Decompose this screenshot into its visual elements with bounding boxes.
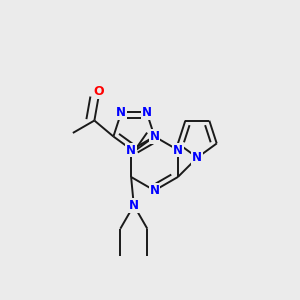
Text: N: N bbox=[173, 143, 183, 157]
Text: N: N bbox=[192, 151, 202, 164]
Text: N: N bbox=[129, 199, 139, 212]
Text: N: N bbox=[116, 106, 126, 119]
Text: N: N bbox=[126, 143, 136, 157]
Text: N: N bbox=[142, 106, 152, 119]
Text: N: N bbox=[149, 130, 160, 143]
Text: N: N bbox=[149, 184, 160, 197]
Text: O: O bbox=[93, 85, 104, 98]
